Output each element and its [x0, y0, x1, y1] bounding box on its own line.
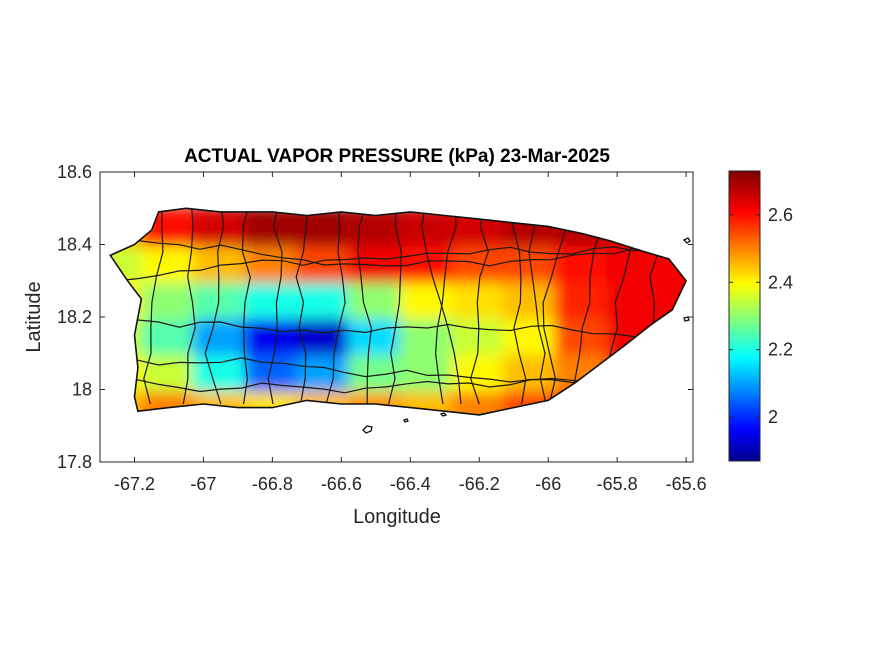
colorbar-tick-label: 2.4 [768, 272, 793, 292]
heatmap-cell [192, 351, 249, 392]
municipality-boundary [528, 208, 547, 405]
heatmap-cell [451, 315, 508, 356]
colorbar-tick-label: 2.6 [768, 205, 793, 225]
x-tick-label: -66.4 [390, 474, 431, 494]
heatmap-cell [503, 315, 559, 356]
heatmap-cell [554, 315, 611, 356]
colorbar-tick-label: 2 [768, 407, 778, 427]
municipality-boundary [295, 208, 310, 405]
municipality-boundary [434, 208, 457, 405]
x-tick-label: -65.8 [597, 474, 638, 494]
municipality-boundary [357, 208, 373, 405]
heatmap-cell [554, 242, 611, 283]
municipality-boundary [117, 239, 676, 267]
heatmap-cell [399, 315, 456, 356]
municipality-boundary [470, 208, 489, 405]
colorbar-gradient [728, 170, 761, 462]
heatmap-cell [192, 315, 249, 356]
municipality-boundary [512, 208, 527, 405]
heatmap-cell [399, 278, 456, 320]
municipality-boundary [117, 246, 676, 282]
chart-title: ACTUAL VAPOR PRESSURE (kPa) 23-Mar-2025 [184, 146, 610, 167]
heatmap-cell [399, 351, 456, 392]
municipality-boundary [143, 208, 164, 405]
x-axis-label: Longitude [353, 506, 441, 528]
municipality-boundary [241, 208, 251, 405]
x-tick-label: -67 [190, 474, 216, 494]
small-islands [362, 237, 691, 434]
y-axis: 17.8 18 18.2 18.4 18.6 [57, 162, 693, 472]
heatmap-cell [296, 242, 352, 283]
x-tick-label: -67.2 [114, 474, 155, 494]
y-tick-label: 18.2 [57, 307, 92, 327]
x-tick-label: -65.6 [666, 474, 707, 494]
small-cay [403, 418, 409, 423]
heatmap-cell [141, 278, 197, 320]
small-cay [682, 237, 691, 244]
heatmap-cell [244, 208, 301, 247]
y-axis-label: Latitude [23, 281, 45, 352]
municipality-boundary [117, 319, 676, 339]
y-tick-label: 17.8 [57, 452, 92, 472]
mona-islet [362, 425, 373, 434]
x-tick-label: -66.6 [321, 474, 362, 494]
heatmap-cell [348, 315, 404, 356]
x-axis: -67.2 -67 -66.8 -66.6 -66.4 -66.2 -66 -65.8 -65.… [114, 172, 707, 494]
municipality-boundary [421, 208, 462, 405]
heatmap-cell [348, 278, 404, 320]
colorbar-tick-label: 2.2 [768, 340, 793, 360]
x-tick-label: -66.8 [252, 474, 293, 494]
small-cay [439, 412, 448, 417]
heatmap-cell [244, 278, 301, 320]
municipality-boundary [267, 208, 283, 405]
y-tick-label: 18.6 [57, 162, 92, 182]
heatmap-cell [503, 278, 559, 320]
heatmap-cell [296, 315, 352, 356]
heatmap-cell [244, 315, 301, 356]
colorbar: 2 2.2 2.4 2.6 [728, 170, 793, 462]
island-outline [109, 207, 688, 416]
municipality-boundary [182, 208, 196, 405]
y-tick-label: 18.4 [57, 235, 92, 255]
y-tick-label: 18 [72, 380, 92, 400]
x-tick-label: -66 [535, 474, 561, 494]
heatmap-cell [192, 278, 249, 320]
municipality-boundary [204, 208, 225, 405]
heatmap-cell [348, 242, 404, 283]
small-cay [683, 316, 690, 322]
colorbar-ticks: 2 2.2 2.4 2.6 [729, 205, 793, 427]
heatmap-cell [348, 351, 404, 392]
municipality-boundary [388, 208, 402, 405]
heatmap-cell [554, 278, 611, 320]
municipality-boundary [542, 208, 573, 405]
x-tick-label: -66.2 [459, 474, 500, 494]
